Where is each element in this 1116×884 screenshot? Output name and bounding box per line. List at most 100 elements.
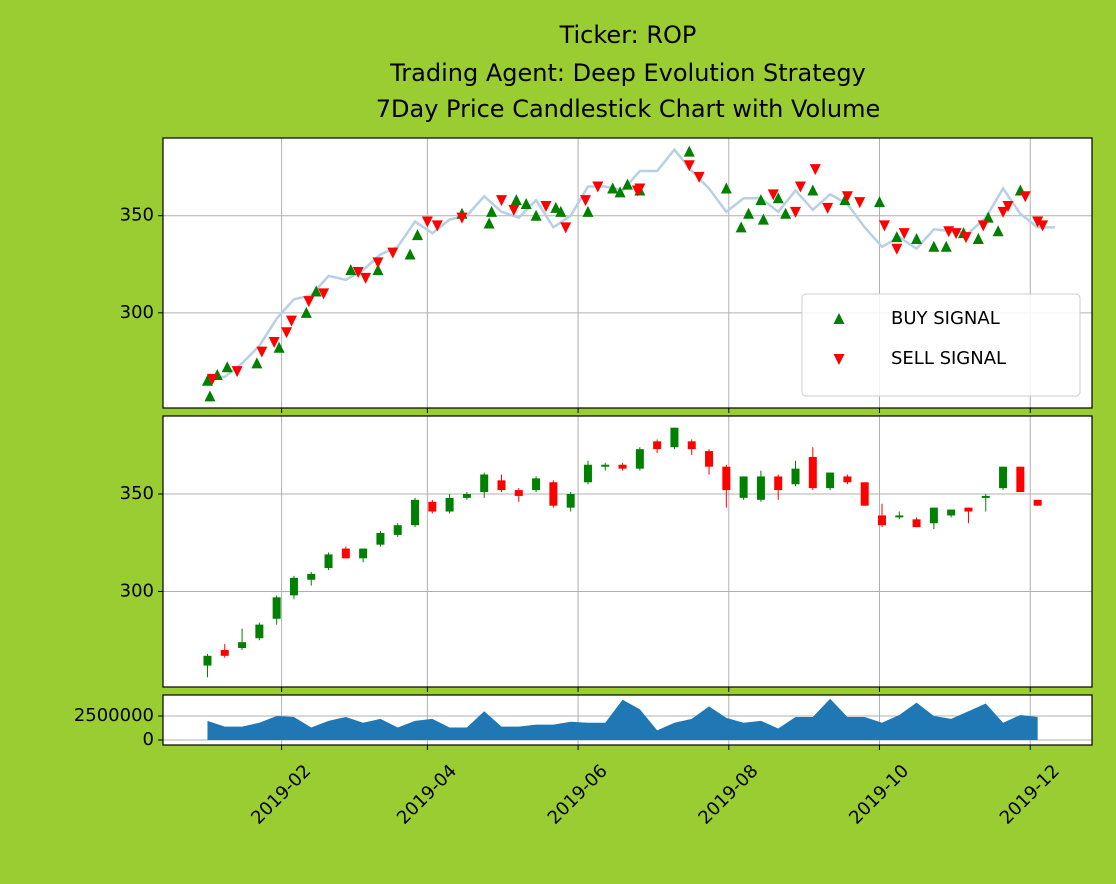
buy-marker [221, 361, 233, 373]
y-tick-label: 350 [120, 205, 154, 226]
sell-marker [592, 181, 604, 193]
sell-marker [421, 216, 433, 228]
candle-body [480, 474, 489, 493]
candle-body [601, 464, 610, 467]
x-tick-label: 2019-12 [996, 761, 1064, 829]
sell-marker [431, 220, 443, 232]
plot-marks [201, 145, 1055, 402]
candle-body [393, 525, 402, 535]
candle-body [255, 624, 264, 639]
candle-body [203, 655, 212, 666]
candle-body [964, 507, 973, 512]
candle-body [877, 515, 886, 526]
candle-body [756, 476, 765, 500]
candle-body [774, 476, 783, 491]
legend-label: BUY SIGNAL [891, 308, 1000, 329]
sell-marker [767, 189, 779, 201]
buy-marker [273, 341, 285, 353]
buy-marker [300, 306, 312, 318]
plot-area [163, 416, 1092, 687]
sell-marker [352, 267, 364, 279]
buy-marker [555, 205, 567, 217]
legend-label: SELL SIGNAL [891, 348, 1006, 369]
sell-marker [508, 204, 520, 216]
sell-marker [841, 191, 853, 203]
sell-marker [898, 228, 910, 240]
legend-marker [833, 313, 845, 324]
sell-marker [303, 296, 315, 308]
candle-body [705, 451, 714, 467]
title-line: Trading Agent: Deep Evolution Strategy [389, 59, 866, 87]
buy-marker [772, 192, 784, 204]
buy-marker [622, 178, 633, 190]
candle-body [739, 476, 748, 498]
buy-marker [928, 240, 940, 252]
buy-marker [683, 145, 695, 157]
candle-body [289, 577, 298, 596]
candle-body [532, 478, 541, 491]
sell-marker [960, 232, 972, 244]
sell-marker [495, 195, 507, 207]
x-tick-label: 2019-02 [247, 761, 315, 829]
y-tick-label: 2500000 [74, 705, 154, 726]
candle-body [860, 482, 869, 506]
buy-marker [582, 205, 594, 217]
candle-body [341, 548, 350, 559]
buy-marker [755, 194, 767, 206]
candle-body [947, 509, 956, 516]
sell-marker [256, 346, 268, 358]
legend-box [801, 293, 1081, 397]
candle-body [687, 441, 696, 450]
candle-body [808, 456, 817, 489]
sell-marker [318, 288, 330, 300]
sell-marker [997, 206, 1009, 218]
sell-marker [1019, 191, 1031, 203]
sell-marker [693, 171, 705, 183]
candle-body [843, 476, 852, 483]
y-tick-label: 300 [120, 302, 154, 323]
buy-marker [911, 233, 923, 245]
candle-body [981, 495, 990, 498]
buy-marker [780, 207, 792, 219]
buy-marker [972, 233, 984, 245]
candle-body [428, 501, 437, 512]
sell-marker [1002, 200, 1014, 212]
sell-marker [372, 257, 384, 269]
candle-body [238, 642, 247, 649]
sell-marker [854, 197, 866, 209]
buy-marker [310, 285, 322, 297]
y-tick-label: 350 [120, 483, 154, 504]
buy-marker [486, 205, 498, 217]
plot-frame [162, 137, 1093, 409]
sell-marker [456, 212, 468, 224]
candle-body [497, 480, 506, 491]
buy-marker [251, 357, 263, 369]
candle-body [895, 515, 904, 518]
sell-marker [1032, 216, 1044, 228]
candle-body [653, 441, 662, 450]
sell-marker [579, 195, 591, 207]
sell-marker [790, 206, 802, 218]
buy-marker [807, 184, 819, 196]
candle-body [220, 649, 229, 656]
buy-marker [743, 207, 755, 219]
buy-marker [992, 225, 1004, 237]
legend-marker [833, 354, 845, 365]
candle-body [324, 554, 333, 569]
buy-marker [520, 198, 532, 210]
buy-marker [607, 182, 619, 194]
volume-area [207, 698, 1038, 741]
candle-body [359, 548, 368, 559]
sell-marker [794, 181, 806, 193]
sell-marker [809, 164, 821, 176]
sell-marker [1037, 220, 1049, 232]
buy-marker [839, 194, 851, 206]
buy-marker [201, 374, 213, 386]
candle-body [307, 573, 316, 580]
candle-body [826, 472, 835, 489]
sell-marker [206, 373, 218, 385]
buy-marker [483, 217, 495, 229]
buy-marker [345, 264, 357, 276]
x-tick-label: 2019-08 [694, 761, 762, 829]
candle-body [445, 497, 454, 512]
